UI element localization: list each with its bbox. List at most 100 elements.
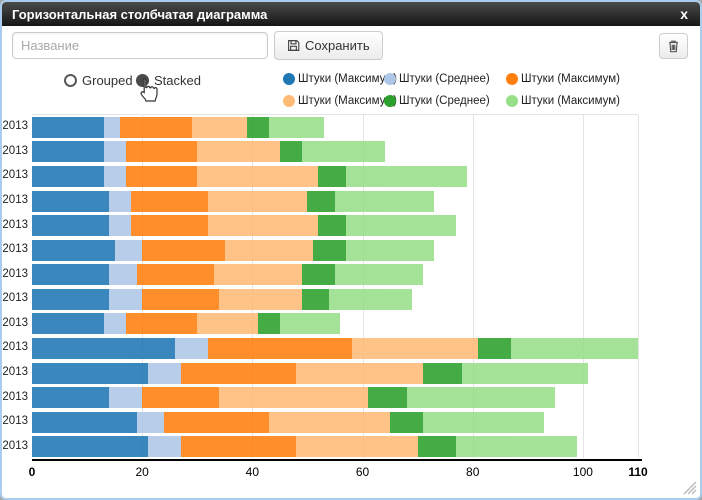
bar-segment[interactable]	[147, 362, 181, 384]
legend-item[interactable]: Штуки (Максимум)	[283, 68, 397, 90]
radio-stacked-circle[interactable]	[136, 74, 149, 87]
bar-segment[interactable]	[329, 288, 413, 310]
bar-segment[interactable]	[120, 116, 192, 138]
bar-segment[interactable]	[32, 337, 176, 359]
bar-segment[interactable]	[296, 436, 418, 458]
bar-segment[interactable]	[268, 411, 391, 433]
bar-segment[interactable]	[109, 288, 143, 310]
bar-segment[interactable]	[191, 116, 247, 138]
bar-segment[interactable]	[197, 141, 280, 163]
bar-segment[interactable]	[180, 362, 297, 384]
bar-segment[interactable]	[318, 165, 346, 187]
bar-segment[interactable]	[125, 165, 198, 187]
bar-segment[interactable]	[103, 141, 126, 163]
legend-item[interactable]: Штуки (Максимум)	[506, 90, 620, 112]
bar-segment[interactable]	[423, 411, 545, 433]
close-icon[interactable]: x	[680, 6, 688, 22]
bar-segment[interactable]	[208, 337, 352, 359]
bar-segment[interactable]	[32, 239, 115, 261]
bar-segment[interactable]	[219, 387, 369, 409]
bar-segment[interactable]	[136, 411, 165, 433]
bar-segment[interactable]	[147, 436, 181, 458]
bar-segment[interactable]	[32, 215, 110, 237]
legend-item[interactable]: Штуки (Максимум)	[283, 90, 397, 112]
bar-segment[interactable]	[301, 264, 335, 286]
legend-item[interactable]: Штуки (Среднее)	[384, 90, 506, 112]
bar-segment[interactable]	[109, 190, 132, 212]
bar-segment[interactable]	[32, 313, 104, 335]
bar-segment[interactable]	[164, 411, 269, 433]
bar-segment[interactable]	[456, 436, 578, 458]
radio-grouped-label[interactable]: Grouped	[82, 73, 133, 88]
bar-segment[interactable]	[345, 215, 457, 237]
bar-segment[interactable]	[224, 239, 313, 261]
bar-segment[interactable]	[197, 313, 258, 335]
bar-segment[interactable]	[125, 141, 198, 163]
bar-segment[interactable]	[301, 141, 385, 163]
bar-segment[interactable]	[345, 239, 435, 261]
legend-item[interactable]: Штуки (Максимум)	[506, 68, 620, 90]
bar-segment[interactable]	[312, 239, 346, 261]
bar-segment[interactable]	[131, 215, 209, 237]
bar-segment[interactable]	[109, 215, 132, 237]
bar-segment[interactable]	[32, 362, 148, 384]
bar-segment[interactable]	[334, 264, 424, 286]
bar-segment[interactable]	[109, 264, 137, 286]
bar-segment[interactable]	[175, 337, 209, 359]
bar-segment[interactable]	[318, 215, 346, 237]
bar-segment[interactable]	[32, 288, 110, 310]
bar-segment[interactable]	[103, 165, 126, 187]
bar-segment[interactable]	[246, 116, 269, 138]
bar-segment[interactable]	[351, 337, 479, 359]
bar-segment[interactable]	[279, 313, 341, 335]
bar-segment[interactable]	[423, 362, 462, 384]
bar-segment[interactable]	[32, 190, 110, 212]
bar-segment[interactable]	[125, 313, 198, 335]
bar-segment[interactable]	[109, 387, 143, 409]
chart-name-input[interactable]	[12, 32, 268, 59]
bar-segment[interactable]	[368, 387, 407, 409]
bar-segment[interactable]	[180, 436, 297, 458]
bar-segment[interactable]	[32, 165, 104, 187]
bar-segment[interactable]	[301, 288, 330, 310]
bar-segment[interactable]	[32, 264, 110, 286]
bar-segment[interactable]	[103, 116, 121, 138]
bar-segment[interactable]	[307, 190, 335, 212]
bar-segment[interactable]	[131, 190, 209, 212]
save-button[interactable]: Сохранить	[274, 31, 383, 60]
bar-segment[interactable]	[219, 288, 302, 310]
legend-item[interactable]: Штуки (Среднее)	[384, 68, 506, 90]
radio-grouped-circle[interactable]	[64, 74, 77, 87]
bar-segment[interactable]	[406, 387, 556, 409]
bar-segment[interactable]	[208, 215, 319, 237]
bar-segment[interactable]	[32, 411, 137, 433]
radio-grouped[interactable]: Grouped	[64, 73, 133, 88]
bar-segment[interactable]	[345, 165, 468, 187]
bar-segment[interactable]	[511, 337, 638, 359]
bar-segment[interactable]	[32, 436, 148, 458]
bar-segment[interactable]	[32, 116, 104, 138]
bar-segment[interactable]	[142, 387, 220, 409]
bar-segment[interactable]	[197, 165, 319, 187]
radio-stacked-label[interactable]: Stacked	[154, 73, 201, 88]
bar-segment[interactable]	[32, 141, 104, 163]
bar-segment[interactable]	[142, 239, 225, 261]
bar-segment[interactable]	[32, 387, 110, 409]
bar-segment[interactable]	[208, 190, 308, 212]
bar-segment[interactable]	[136, 264, 214, 286]
bar-segment[interactable]	[279, 141, 302, 163]
delete-button[interactable]	[659, 33, 688, 59]
bar-segment[interactable]	[417, 436, 457, 458]
bar-segment[interactable]	[296, 362, 424, 384]
bar-segment[interactable]	[114, 239, 143, 261]
bar-segment[interactable]	[268, 116, 324, 138]
resize-handle-icon[interactable]	[683, 481, 697, 495]
bar-segment[interactable]	[461, 362, 589, 384]
bar-segment[interactable]	[390, 411, 424, 433]
bar-segment[interactable]	[478, 337, 512, 359]
bar-segment[interactable]	[103, 313, 126, 335]
bar-segment[interactable]	[213, 264, 302, 286]
bar-segment[interactable]	[142, 288, 220, 310]
bar-segment[interactable]	[334, 190, 435, 212]
radio-stacked[interactable]: Stacked	[136, 73, 201, 88]
